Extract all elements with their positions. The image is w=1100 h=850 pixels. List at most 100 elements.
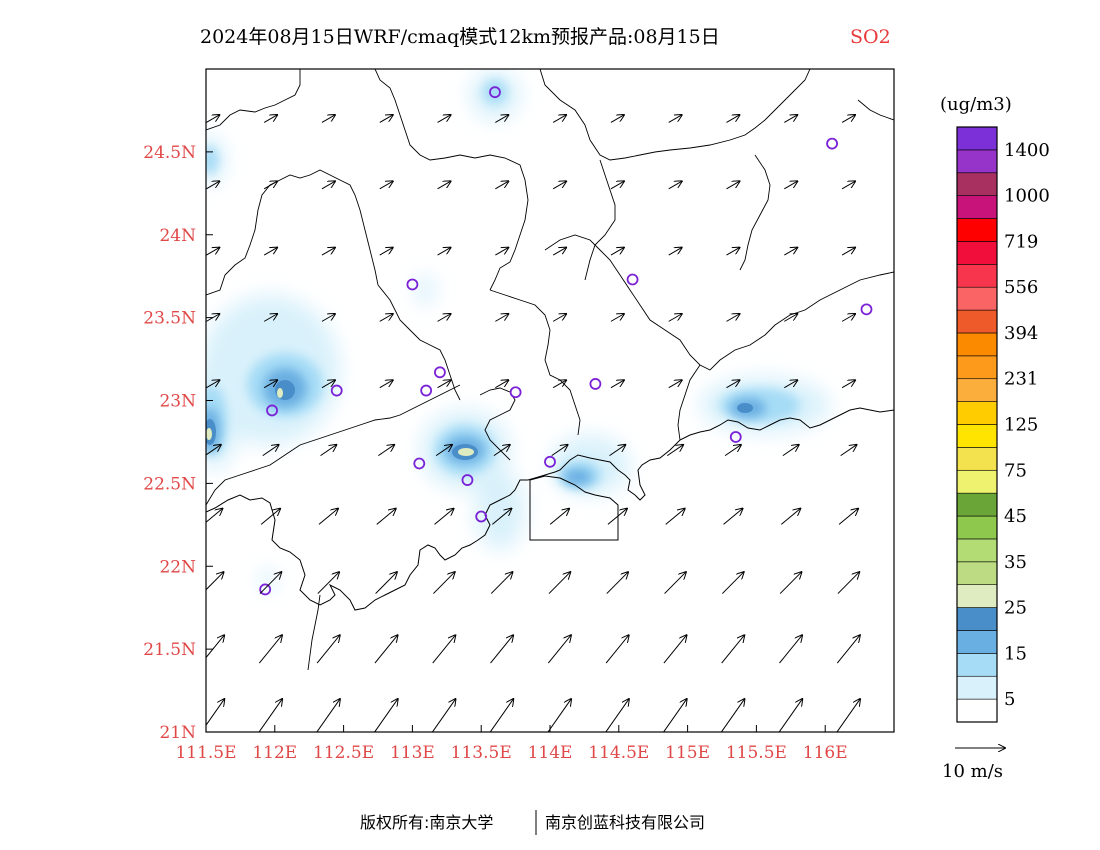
x-tick-label: 113E (390, 743, 435, 763)
colorbar-label: 75 (1004, 460, 1027, 481)
colorbar-label: 719 (1004, 231, 1038, 252)
wind-arrow (664, 572, 686, 594)
wind-arrow (778, 699, 802, 732)
province-border (857, 99, 894, 121)
colorbar-swatch (956, 264, 998, 288)
colorbar-label: 231 (1004, 369, 1038, 390)
wind-arrow (263, 248, 277, 256)
wind-arrow (841, 115, 855, 123)
wind-arrow (836, 699, 860, 732)
wind-arrow (721, 635, 745, 664)
province-border (479, 387, 516, 461)
wind-arrow (841, 380, 855, 389)
station-marker (626, 273, 639, 286)
wind-arrow (668, 314, 682, 322)
wind-arrow (374, 635, 398, 664)
wind-arrow (610, 380, 624, 389)
wind-arrow (432, 699, 456, 732)
colorbar-label: 394 (1004, 323, 1038, 344)
wind-arrow (374, 699, 398, 732)
wind-arrow (668, 380, 682, 389)
wind-arrow (493, 445, 510, 457)
x-axis: 111.5E 112E 112.5E 113E 113.5E 114E 114.5E 115E… (175, 725, 848, 763)
colorbar-swatch (956, 424, 998, 448)
wind-vectors (206, 115, 860, 732)
wind-arrow (317, 572, 339, 594)
wind-arrow (321, 380, 335, 389)
station-marker (826, 137, 838, 150)
colorbar-swatch (956, 149, 998, 174)
colorbar-label: 15 (1004, 643, 1027, 664)
wind-arrow (784, 115, 797, 123)
wind-arrow (779, 572, 801, 594)
wind-arrow (721, 699, 745, 732)
wind-arrow (605, 699, 629, 732)
wind-arrow (606, 572, 628, 594)
x-tick-label: 111.5E (175, 743, 236, 763)
wind-arrow (378, 445, 394, 457)
island-outline (529, 475, 619, 541)
y-tick-label: 21N (159, 723, 196, 743)
province-border (539, 69, 811, 161)
wind-arrow (206, 699, 224, 727)
wind-legend-label: 10 m/s (942, 761, 1003, 782)
colorbar-swatch (956, 653, 998, 677)
wind-arrow (552, 248, 566, 256)
colorbar-swatch (956, 607, 998, 631)
wind-arrow (316, 635, 340, 664)
colorbar-swatch (956, 172, 998, 196)
x-tick-label: 116E (803, 743, 848, 763)
wind-arrow (379, 380, 393, 389)
province-border (206, 169, 379, 296)
wind-arrow (552, 380, 566, 389)
wind-arrow (607, 509, 627, 525)
wind-arrow (435, 445, 452, 457)
colorbar-swatch (956, 126, 998, 151)
province-border (677, 364, 701, 441)
wind-arrow (432, 635, 456, 664)
station-marker (860, 303, 873, 316)
wind-arrow (610, 314, 624, 322)
y-tick-label: 22.5N (143, 474, 196, 494)
wind-arrow (259, 572, 281, 594)
wind-arrow (376, 509, 396, 525)
wind-arrow (663, 635, 687, 664)
wind-arrow (549, 509, 569, 525)
wind-arrow (206, 445, 221, 456)
wind-arrow (780, 509, 800, 525)
province-border (584, 159, 616, 281)
coastline-and-borders (206, 69, 894, 671)
colorbar: 5 15 25 35 45 75 125 231 394 556 719 1000 1400 (956, 126, 1050, 723)
x-tick-label: 113.5E (451, 743, 512, 763)
wind-arrow (379, 314, 393, 322)
wind-arrow (495, 380, 508, 389)
colorbar-unit: (ug/m3) (940, 94, 1012, 115)
colorbar-label: 35 (1004, 552, 1027, 573)
y-tick-label: 22N (159, 557, 196, 577)
wind-arrow (784, 181, 797, 190)
wind-arrow (258, 699, 282, 732)
colorbar-label: 1400 (1004, 140, 1050, 161)
wind-arrow (667, 445, 683, 457)
colorbar-swatch (956, 309, 998, 334)
colorbar-label: 1000 (1004, 186, 1050, 207)
wind-arrow (668, 181, 682, 190)
wind-arrow (721, 572, 743, 594)
colorbar-swatch (956, 675, 998, 700)
wind-arrow (726, 314, 740, 322)
colorbar-swatch (956, 241, 998, 265)
colorbar-swatch (956, 378, 998, 402)
province-border (739, 154, 771, 271)
province-border (489, 289, 581, 436)
wind-arrow (437, 314, 451, 322)
wind-arrow (610, 248, 624, 256)
wind-arrow (206, 380, 219, 389)
y-tick-label: 23.5N (143, 309, 196, 329)
wind-arrow (321, 248, 335, 256)
wind-arrow (434, 509, 454, 525)
wind-arrow (605, 635, 629, 664)
wind-arrow (262, 445, 279, 457)
wind-arrow (258, 635, 282, 664)
colorbar-swatch (956, 355, 998, 380)
